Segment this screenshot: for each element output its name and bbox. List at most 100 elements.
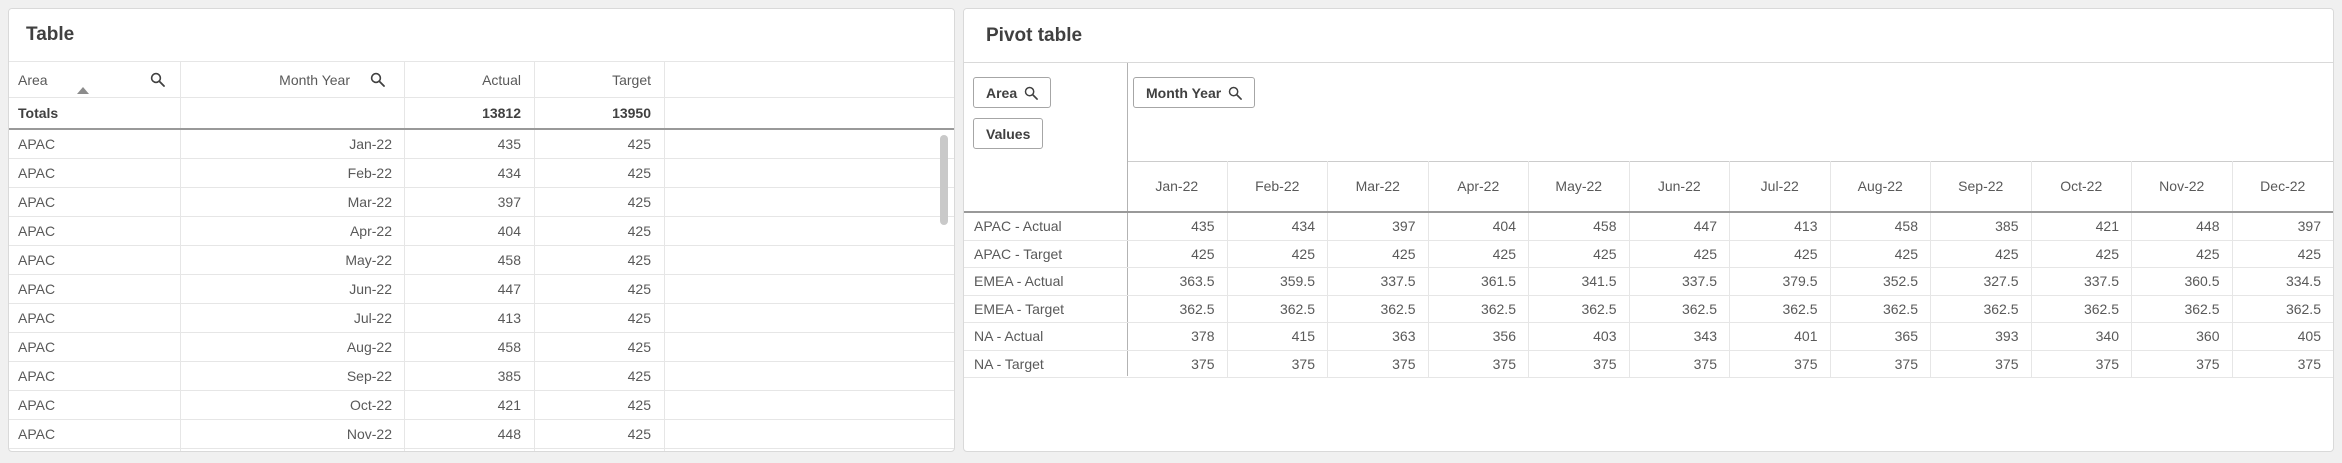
cell-area[interactable]: APAC: [9, 362, 181, 391]
pivot-value-cell: 362.5: [1227, 295, 1328, 323]
cell-area[interactable]: APAC: [9, 275, 181, 304]
cell-month[interactable]: Jun-22: [181, 275, 405, 304]
cell-month[interactable]: Aug-22: [181, 333, 405, 362]
cell-month[interactable]: Feb-22: [181, 159, 405, 188]
pivot-values-button[interactable]: Values: [973, 118, 1044, 149]
totals-month-empty: [181, 98, 405, 128]
pivot-column-dimension-button-month-year[interactable]: Month Year: [1133, 77, 1256, 108]
column-header-empty: [665, 62, 954, 98]
pivot-row-label[interactable]: NA - Actual: [964, 323, 1127, 351]
pivot-column-header[interactable]: Apr-22: [1429, 161, 1529, 211]
cell-area[interactable]: APAC: [9, 333, 181, 362]
clipped-cell: [9, 449, 181, 451]
search-icon[interactable]: [1228, 86, 1243, 100]
cell-month[interactable]: Mar-22: [181, 188, 405, 217]
pivot-column-header[interactable]: May-22: [1529, 161, 1630, 211]
cell-month[interactable]: Oct-22: [181, 391, 405, 420]
cell-area[interactable]: APAC: [9, 304, 181, 333]
table-row: APAC Aug-22 458 425: [9, 333, 954, 362]
table-rows: APAC Jan-22 435 425 APAC Feb-22 434 425 APAC Mar-…: [9, 130, 954, 449]
cell-empty: [665, 246, 954, 275]
pivot-table-title: Pivot table: [964, 9, 2333, 63]
column-header-month-year[interactable]: Month Year: [181, 62, 405, 98]
pivot-value-cell: 337.5: [2031, 268, 2132, 296]
cell-month[interactable]: Sep-22: [181, 362, 405, 391]
cell-target: 425: [535, 130, 665, 159]
pivot-column-header[interactable]: Aug-22: [1831, 161, 1931, 211]
pivot-value-cell: 375: [1931, 350, 2032, 378]
pivot-column-header[interactable]: Jun-22: [1630, 161, 1730, 211]
pivot-value-cell: 425: [1830, 240, 1931, 268]
pivot-header-horizontal-rule: [1128, 161, 2333, 162]
pivot-row-dimension-button-area[interactable]: Area: [973, 77, 1052, 108]
table-row: APAC Mar-22 397 425: [9, 188, 954, 217]
pivot-value-cell: 362.5: [2031, 295, 2132, 323]
pivot-corner-cell: [964, 161, 1127, 211]
search-icon[interactable]: [1024, 86, 1039, 100]
pivot-column-header[interactable]: Mar-22: [1328, 161, 1429, 211]
cell-month[interactable]: Jul-22: [181, 304, 405, 333]
clipped-cell: [535, 449, 665, 451]
pivot-row-label[interactable]: APAC - Actual: [964, 213, 1127, 241]
pivot-column-header[interactable]: Dec-22: [2260, 178, 2306, 194]
pivot-column-header[interactable]: Nov-22: [2132, 161, 2233, 211]
cell-area[interactable]: APAC: [9, 391, 181, 420]
cell-area[interactable]: APAC: [9, 188, 181, 217]
search-icon[interactable]: [370, 72, 385, 87]
pivot-value-cell: 362.5: [1830, 295, 1931, 323]
cell-actual: 458: [405, 333, 535, 362]
pivot-column-header[interactable]: Jan-22: [1127, 161, 1228, 211]
pivot-value-cell: 379.5: [1730, 268, 1831, 296]
vertical-scrollbar-thumb[interactable]: [940, 135, 948, 225]
table-row: APAC Sep-22 385 425: [9, 362, 954, 391]
pivot-value-cell: 425: [1127, 240, 1228, 268]
pivot-row-label[interactable]: NA - Target: [964, 351, 1127, 378]
pivot-value-cell: 327.5: [1931, 268, 2032, 296]
pivot-row-label[interactable]: EMEA - Actual: [964, 268, 1127, 296]
cell-empty: [665, 217, 954, 246]
cell-month[interactable]: Nov-22: [181, 420, 405, 449]
pivot-column-header[interactable]: Sep-22: [1931, 161, 2032, 211]
totals-empty: [665, 98, 954, 128]
cell-actual: 434: [405, 159, 535, 188]
cell-area[interactable]: APAC: [9, 159, 181, 188]
pivot-value-cell: 413: [1730, 213, 1831, 241]
cell-target: 425: [535, 188, 665, 217]
column-header-area[interactable]: Area: [9, 62, 181, 98]
pivot-value-cell: 425: [1931, 240, 2032, 268]
cell-month[interactable]: Jan-22: [181, 130, 405, 159]
pivot-row: APAC - Actual 435 434 397 404 458 447 413 458 385…: [964, 213, 2333, 241]
pivot-value-cell: 375: [1629, 350, 1730, 378]
pivot-column-header[interactable]: Feb-22: [1228, 161, 1328, 211]
pivot-value-cell: 375: [2132, 350, 2233, 378]
column-header-area-label: Area: [18, 71, 48, 88]
cell-area[interactable]: APAC: [9, 217, 181, 246]
pivot-row-label[interactable]: APAC - Target: [964, 241, 1127, 268]
cell-target: 425: [535, 362, 665, 391]
pivot-value-cell: 425: [1629, 240, 1730, 268]
cell-target: 425: [535, 275, 665, 304]
table-row: APAC Jun-22 447 425: [9, 275, 954, 304]
pivot-column-header[interactable]: Jul-22: [1730, 161, 1831, 211]
cell-month[interactable]: Apr-22: [181, 217, 405, 246]
pivot-value-cell: 448: [2132, 213, 2233, 241]
table-panel: Table Area Month Year Actual Target Tota…: [8, 8, 955, 452]
pivot-column-header[interactable]: Oct-22: [2032, 161, 2132, 211]
totals-target: 13950: [535, 98, 665, 128]
cell-area[interactable]: APAC: [9, 130, 181, 159]
column-header-actual[interactable]: Actual: [405, 62, 535, 98]
cell-empty: [665, 275, 954, 304]
cell-area[interactable]: APAC: [9, 420, 181, 449]
pivot-row: NA - Actual 378 415 363 356 403 343 401 365 393 34…: [964, 323, 2333, 351]
pivot-value-cell: 340: [2031, 323, 2132, 351]
cell-month[interactable]: May-22: [181, 246, 405, 275]
pivot-value-cell: 375: [1227, 350, 1328, 378]
pivot-value-cell: 361.5: [1428, 268, 1529, 296]
search-icon[interactable]: [150, 72, 165, 87]
pivot-value-cell: 375: [1428, 350, 1529, 378]
pivot-row-label[interactable]: EMEA - Target: [964, 296, 1127, 323]
cell-target: 425: [535, 159, 665, 188]
pivot-value-cell: 421: [2031, 213, 2132, 241]
cell-area[interactable]: APAC: [9, 246, 181, 275]
column-header-target[interactable]: Target: [535, 62, 665, 98]
